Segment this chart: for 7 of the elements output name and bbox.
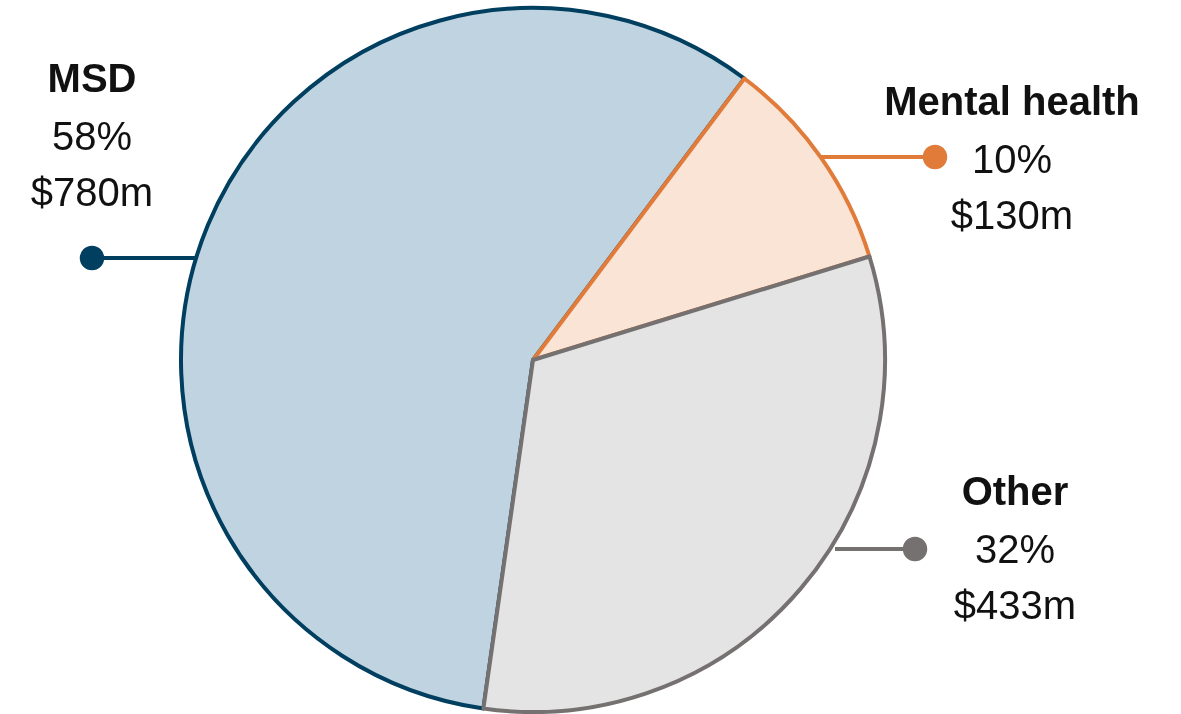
pie-slice xyxy=(481,254,887,714)
data-label: 10% $130m xyxy=(950,137,1074,237)
slice-label: MSD xyxy=(47,56,137,100)
slice-label: Other xyxy=(961,469,1069,513)
data-label: 58% $780m xyxy=(30,114,154,214)
slice-label: Mental health xyxy=(884,79,1140,123)
data-label: 32% $433m xyxy=(953,527,1077,627)
